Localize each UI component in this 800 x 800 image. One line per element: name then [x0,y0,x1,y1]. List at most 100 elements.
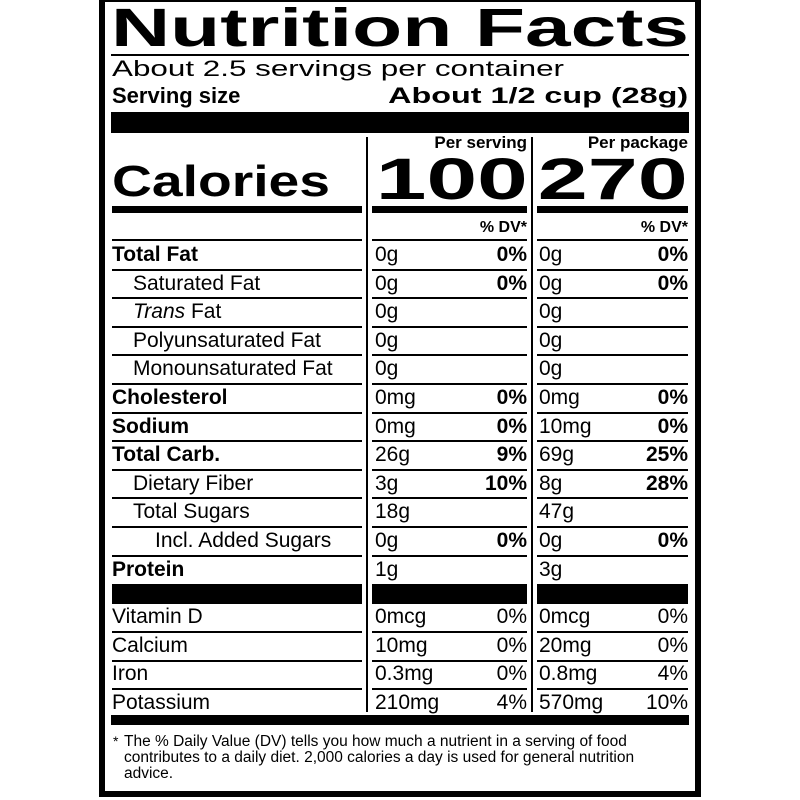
nutrient-name: Polyunsaturated Fat [133,328,321,352]
package-amount: 0g [539,328,563,352]
row-divider [372,239,527,241]
divider-thick [372,584,527,604]
serving-dv: 0% [496,243,527,266]
nutrient-name: Trans Fat [133,299,221,325]
row-divider [372,659,527,662]
row-divider [372,268,527,271]
nutrient-name: Potassium [112,690,211,714]
serving-dv: 10% [484,471,527,495]
vitamin-row: Vitamin D 0mcg 0% 0mcg 0% [0,603,800,632]
row-divider [112,526,362,528]
row-divider [537,631,688,633]
package-dv: 4% [657,662,688,686]
row-divider [112,631,362,633]
row-divider [112,239,362,241]
column-divider [531,137,533,712]
serving-amount: 10mg [375,633,428,657]
row-divider [372,383,527,385]
serving-size-value: About 1/2 cup (28g) [388,83,688,108]
footnote-marker: * [113,733,119,749]
row-divider [537,325,688,328]
row-divider [372,440,527,443]
serving-amount: 0g [375,271,399,295]
serving-dv: 9% [496,443,527,467]
package-amount: 0g [539,529,563,552]
divider-thin [111,54,689,56]
package-amount: 0.8mg [539,662,598,686]
servings-per-container: About 2.5 servings per container [112,56,564,81]
serving-amount: 26g [375,443,411,467]
package-dv: 0% [657,243,688,266]
row-divider [372,297,527,300]
package-dv: 0% [657,414,688,438]
package-amount: 0mcg [539,605,591,628]
package-amount: 47g [539,500,575,524]
row-divider [372,497,527,500]
footnote: The % Daily Value (DV) tells you how muc… [124,733,635,782]
package-amount: 20mg [539,633,592,657]
package-dv: 28% [645,471,688,495]
package-amount: 570mg [539,690,604,714]
serving-dv: 0% [496,605,527,628]
serving-amount: 18g [375,500,411,524]
package-dv: 0% [657,633,688,657]
package-amount: 0g [539,357,563,381]
dv-header-serving: % DV* [479,219,527,236]
package-amount: 10mg [539,414,592,438]
row-divider [537,268,688,271]
row-divider [537,411,688,414]
divider-thick [112,584,362,604]
calories-per-serving: 100 [376,147,528,212]
package-dv: 0% [657,271,688,295]
row-divider [537,239,688,241]
calories-per-package: 270 [538,147,688,212]
row-divider [112,440,362,443]
divider-thick [111,715,689,725]
package-dv: 0% [657,386,688,409]
row-divider [537,688,688,691]
row-divider [112,688,362,691]
package-amount: 0g [539,271,563,295]
row-divider [112,383,362,385]
serving-dv: 0% [496,271,527,295]
serving-dv: 0% [496,529,527,552]
nutrient-name: Vitamin D [112,605,203,628]
row-divider [372,468,527,471]
nutrient-row: Sodium 0mg 0% 10mg 0% [0,413,800,442]
serving-size-label: Serving size [112,83,241,108]
row-divider [372,688,527,691]
serving-amount: 0mcg [375,605,427,628]
row-divider [537,526,688,528]
row-divider [537,659,688,662]
per-package-header: Per package [587,133,688,152]
divider-medium [372,206,527,213]
nutrient-name: Protein [112,557,185,581]
serving-dv: 4% [496,690,527,714]
nutrient-row: Total Carb. 26g 9% 69g 25% [0,441,800,470]
nutrient-name: Monounsaturated Fat [133,357,333,381]
serving-amount: 0g [375,243,399,266]
nutrient-row: Dietary Fiber 3g 10% 8g 28% [0,470,800,499]
row-divider [537,468,688,471]
serving-amount: 0.3mg [375,662,434,686]
serving-amount: 0mg [375,386,416,409]
nutrient-name: Dietary Fiber [133,471,254,495]
row-divider [372,411,527,414]
serving-amount: 0g [375,300,399,324]
row-divider [372,526,527,528]
row-divider [537,383,688,385]
nutrient-name-italic: Trans [133,300,186,324]
divider-medium [112,206,362,213]
row-divider [537,297,688,300]
package-amount: 0mg [539,386,580,409]
package-amount: 69g [539,443,575,467]
nutrient-row: Polyunsaturated Fat 0g 0g [0,327,800,356]
serving-dv: 0% [496,633,527,657]
row-divider [112,497,362,500]
nutrient-row: Trans Fat 0g 0g [0,298,800,327]
row-divider [112,268,362,271]
vitamin-row: Calcium 10mg 0% 20mg 0% [0,632,800,661]
nutrient-row: Monounsaturated Fat 0g 0g [0,355,800,384]
nutrient-name: Incl. Added Sugars [155,529,332,552]
row-divider [372,325,527,328]
